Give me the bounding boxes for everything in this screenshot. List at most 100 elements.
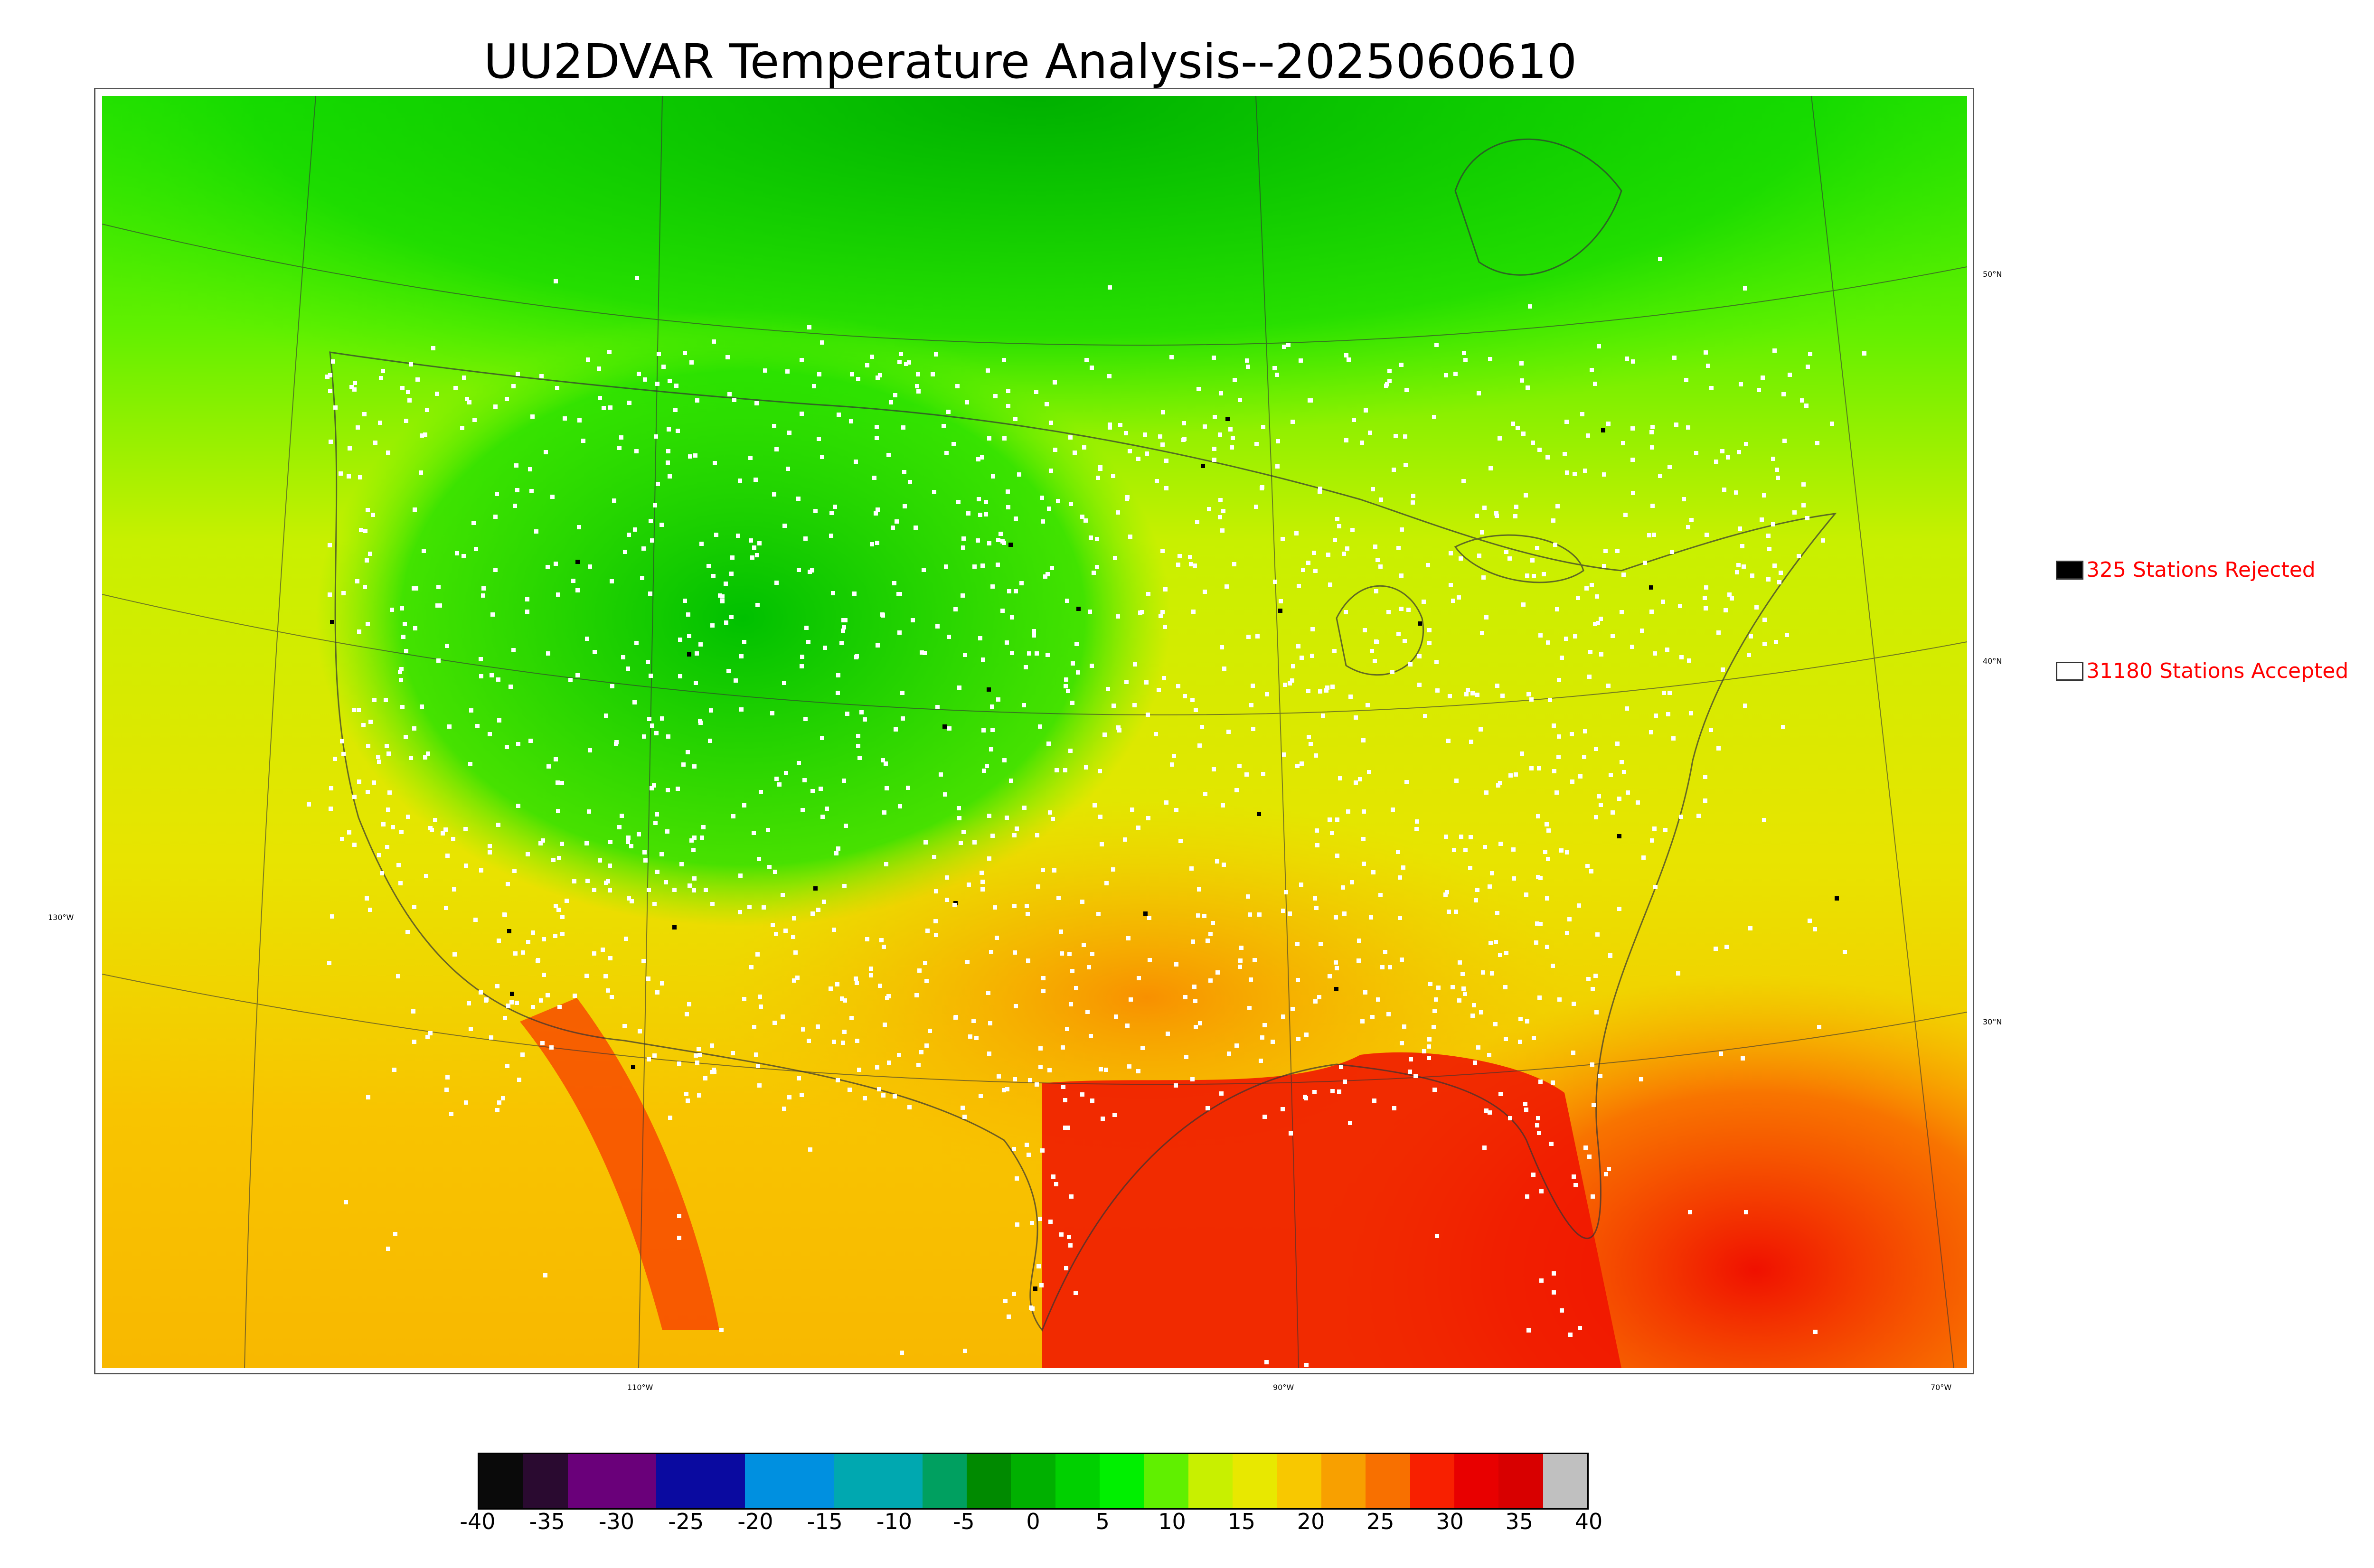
station-accepted [1051,817,1055,821]
station-accepted [1335,966,1339,970]
station-accepted [1040,1148,1045,1153]
station-accepted [1480,530,1484,535]
station-accepted [1234,788,1239,792]
station-accepted [554,562,558,566]
station-accepted [885,996,889,1000]
station-accepted [587,809,591,814]
station-accepted [356,425,360,430]
station-accepted [1318,489,1322,494]
station-accepted [1284,890,1288,894]
station-accepted [1213,415,1217,419]
station-accepted [901,425,905,430]
station-accepted [624,937,628,941]
station-accepted [1565,850,1569,854]
station-accepted [1434,997,1438,1002]
station-accepted [633,527,637,532]
station-accepted [608,888,612,892]
station-accepted [773,870,777,874]
station-accepted [863,1096,867,1100]
station-accepted [553,934,557,938]
station-accepted [1296,644,1300,648]
station-accepted [632,700,637,704]
station-accepted [1215,859,1219,864]
station-accepted [546,565,550,569]
colorbar-segment [1277,1454,1321,1508]
station-accepted [859,710,864,714]
station-accepted [1346,809,1350,814]
colorbar-tick-label: 0 [1026,1509,1040,1534]
station-accepted [996,697,1000,702]
station-accepted [538,841,543,845]
station-accepted [774,932,778,936]
station-accepted [516,742,520,746]
station-accepted [986,991,990,995]
station-accepted [1593,382,1597,386]
station-accepted [1583,469,1587,473]
station-accepted [1774,640,1778,644]
station-accepted [710,623,715,628]
station-accepted [554,279,558,283]
station-accepted [695,398,699,403]
station-accepted [683,351,687,355]
station-accepted [415,377,420,382]
station-accepted [916,389,921,394]
station-accepted [488,732,492,736]
station-accepted [694,681,698,685]
station-accepted [650,786,654,790]
station-accepted [1488,941,1493,945]
station-accepted [1299,883,1303,887]
station-accepted [621,655,625,659]
station-accepted [951,442,956,446]
station-accepted [683,599,687,603]
legend-accepted: 31180 Stations Accepted [2056,659,2348,683]
colorbar-segment [1454,1454,1499,1508]
station-accepted [409,362,413,366]
station-accepted [1545,822,1549,826]
station-accepted [1325,685,1329,690]
station-accepted [957,806,961,810]
station-accepted [505,1064,509,1068]
station-accepted [1709,386,1714,390]
station-accepted [1747,653,1751,657]
station-rejected [1008,543,1013,547]
station-accepted [1862,351,1866,356]
station-accepted [1194,1025,1198,1029]
station-accepted [1788,373,1792,377]
station-accepted [849,1016,854,1020]
station-accepted [1251,727,1255,731]
station-accepted [972,840,977,845]
station-accepted [481,593,485,598]
station-accepted [1597,344,1601,348]
station-accepted [1068,749,1073,753]
station-accepted [1161,410,1165,414]
station-accepted [1239,946,1244,950]
station-accepted [1446,739,1451,743]
station-accepted [692,888,696,892]
station-accepted [897,1053,901,1057]
station-accepted [1565,470,1569,475]
station-accepted [1099,1067,1103,1071]
station-accepted [757,857,761,861]
station-accepted [844,824,848,828]
station-accepted [515,1001,519,1005]
station-accepted [347,474,351,479]
station-accepted [770,711,774,715]
station-accepted [1490,971,1494,976]
station-accepted [832,1040,836,1044]
station-accepted [1338,776,1342,780]
station-accepted [925,929,930,933]
station-accepted [1006,404,1010,408]
station-accepted [387,790,392,795]
station-accepted [885,786,889,790]
station-accepted [521,950,525,955]
station-accepted [772,1021,777,1025]
station-accepted [1231,436,1235,440]
station-accepted [1207,507,1211,511]
station-accepted [1396,632,1401,636]
station-accepted [914,993,919,997]
station-accepted [1529,766,1534,770]
station-accepted [333,405,338,410]
station-accepted [1028,1078,1032,1082]
station-accepted [1594,1010,1599,1014]
station-accepted [556,809,560,813]
